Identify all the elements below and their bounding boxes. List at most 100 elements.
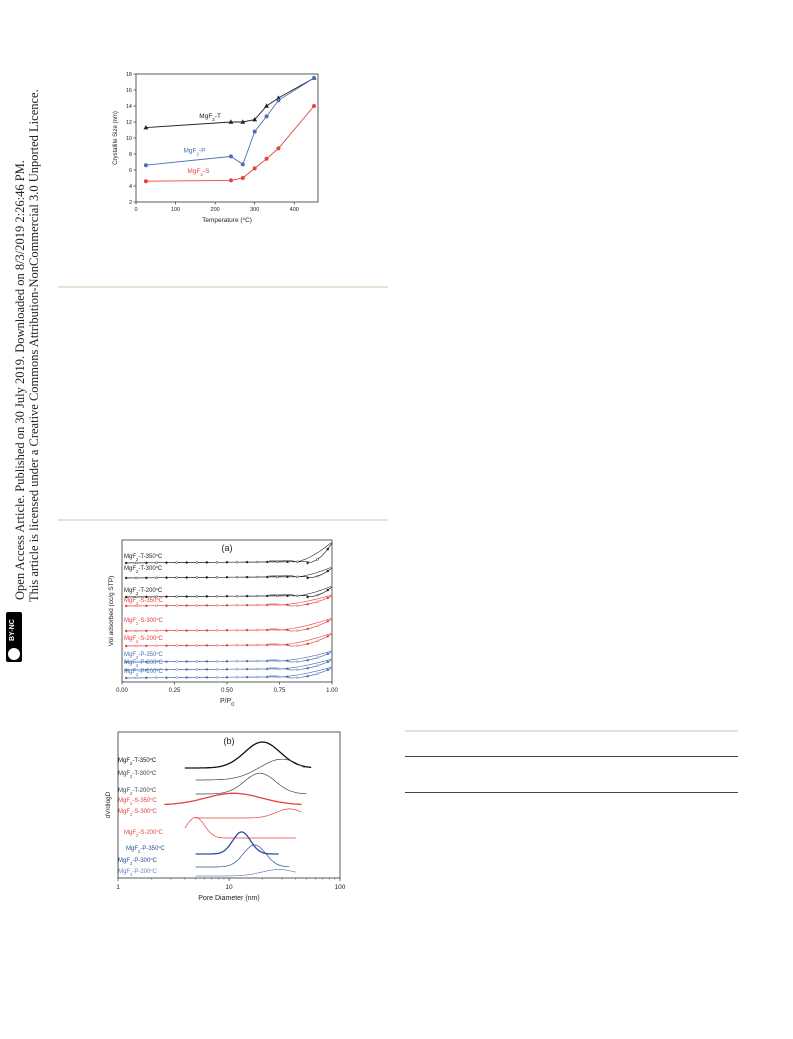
isotherm-point (185, 644, 188, 647)
isotherm-point (255, 560, 259, 564)
isotherm-point (316, 624, 319, 628)
isotherm-point (286, 628, 289, 632)
panel-label: (b) (224, 736, 235, 746)
isotherm-point (266, 575, 269, 579)
pore-curve (195, 844, 290, 868)
cc-license-badge[interactable]: cc BY-NC (6, 612, 22, 662)
isotherm-point (124, 595, 128, 599)
isotherm-point (326, 547, 330, 551)
isotherm-point (326, 652, 330, 656)
isotherm-point (145, 644, 148, 648)
isotherm-point (306, 674, 309, 678)
isotherm-point (296, 660, 299, 663)
license-notice: This article is licensed under a Creativ… (27, 89, 41, 602)
isotherm-point (306, 595, 309, 599)
isotherm-point (175, 668, 178, 671)
pore-curve (195, 831, 279, 855)
isotherm-point (175, 660, 178, 663)
series-label: MgF2-T-200oC (124, 586, 163, 596)
isotherm-point (286, 667, 289, 671)
isotherm-point (124, 576, 128, 580)
isotherm-point (225, 668, 229, 671)
series-line (145, 77, 315, 129)
isotherm-point (296, 575, 299, 578)
isotherm-point (155, 676, 158, 680)
series-label: MgF2-S-200oC (124, 828, 164, 838)
isotherm-point (185, 676, 188, 679)
isotherm-point (205, 561, 209, 564)
isotherm-point (215, 660, 219, 663)
isotherm-point (255, 628, 259, 632)
isotherm-point (225, 660, 229, 663)
isotherm-point (165, 660, 168, 663)
publication-notice: Open Access Article. Published on 30 Jul… (13, 160, 27, 600)
isotherm-point (266, 594, 269, 598)
data-point (143, 163, 148, 168)
isotherm-point (286, 643, 289, 647)
isotherm-point (245, 675, 249, 679)
isotherm-point (255, 643, 259, 647)
isotherm-point (296, 629, 299, 632)
isotherm-point (316, 656, 319, 659)
pore-curve (164, 792, 302, 806)
y-axis-label: Vol adsorbed (cc/g STP) (108, 576, 115, 646)
x-tick-label: 0.50 (221, 688, 233, 694)
isotherm-point (155, 668, 158, 672)
series-line (145, 105, 315, 182)
isotherm-point (255, 603, 259, 607)
isotherm-point (165, 604, 168, 607)
isotherm-point (124, 629, 128, 633)
isotherm-point (165, 561, 168, 564)
isotherm-point (225, 644, 229, 647)
pore-distribution-chart: (b) 1 10 100 Pore Diameter (nm) dV/dlogD MgF2-… (105, 731, 346, 902)
isotherm-point (205, 644, 209, 647)
isotherm-point (316, 672, 319, 675)
isotherm-point (255, 675, 259, 679)
cc-icon (7, 647, 21, 661)
y-tick-label: 14 (126, 104, 132, 110)
isotherm-point (326, 660, 330, 664)
series-label: MgF2-P-350oC (126, 844, 166, 854)
isotherm-desorption (268, 586, 332, 597)
series-label: MgF2-S-300oC (118, 807, 158, 817)
isotherm-desorption (268, 594, 332, 606)
series-label: MgF2-P-200oC (118, 867, 158, 877)
series-label-s: MgF2-S (187, 168, 210, 177)
pore-curve (184, 816, 296, 839)
isotherm-point (135, 668, 138, 672)
isotherm-point (306, 602, 309, 606)
isotherm-point (316, 664, 319, 667)
data-point (276, 98, 281, 103)
data-point (264, 103, 269, 108)
isotherm-point (185, 576, 188, 579)
table-bottom-rule (405, 792, 738, 793)
isotherm-point (155, 595, 158, 599)
isotherm-point (225, 576, 229, 579)
isotherm-point (245, 603, 249, 607)
isotherm-point (175, 576, 178, 579)
isotherm-point (124, 561, 128, 565)
isotherm-point (276, 643, 279, 647)
isotherm-point (175, 604, 178, 607)
isotherm-point (235, 560, 239, 564)
isotherm-point (225, 595, 229, 598)
x-axis-label: Pore Diameter (nm) (198, 895, 259, 902)
y-axis-label: Crystallite Size (nm) (113, 111, 119, 165)
data-point (143, 179, 148, 184)
isotherm-point (175, 644, 178, 647)
isotherm-point (135, 629, 138, 633)
isotherm-point (276, 594, 279, 598)
isotherm-point (296, 668, 299, 671)
series-label: MgF2-P-350oC (124, 650, 164, 660)
isotherm-point (316, 593, 319, 597)
y-tick-label: 4 (129, 184, 132, 190)
isotherm-point (205, 676, 209, 679)
isotherm-point (155, 561, 158, 565)
isotherm-point (215, 576, 219, 579)
isotherm-point (135, 576, 138, 580)
series-label: MgF2-S-200oC (124, 634, 164, 644)
isotherm-point (225, 676, 229, 679)
isotherm-desorption (268, 567, 332, 578)
pore-curve (195, 808, 302, 819)
series-label: MgF2-S-300oC (124, 616, 164, 626)
